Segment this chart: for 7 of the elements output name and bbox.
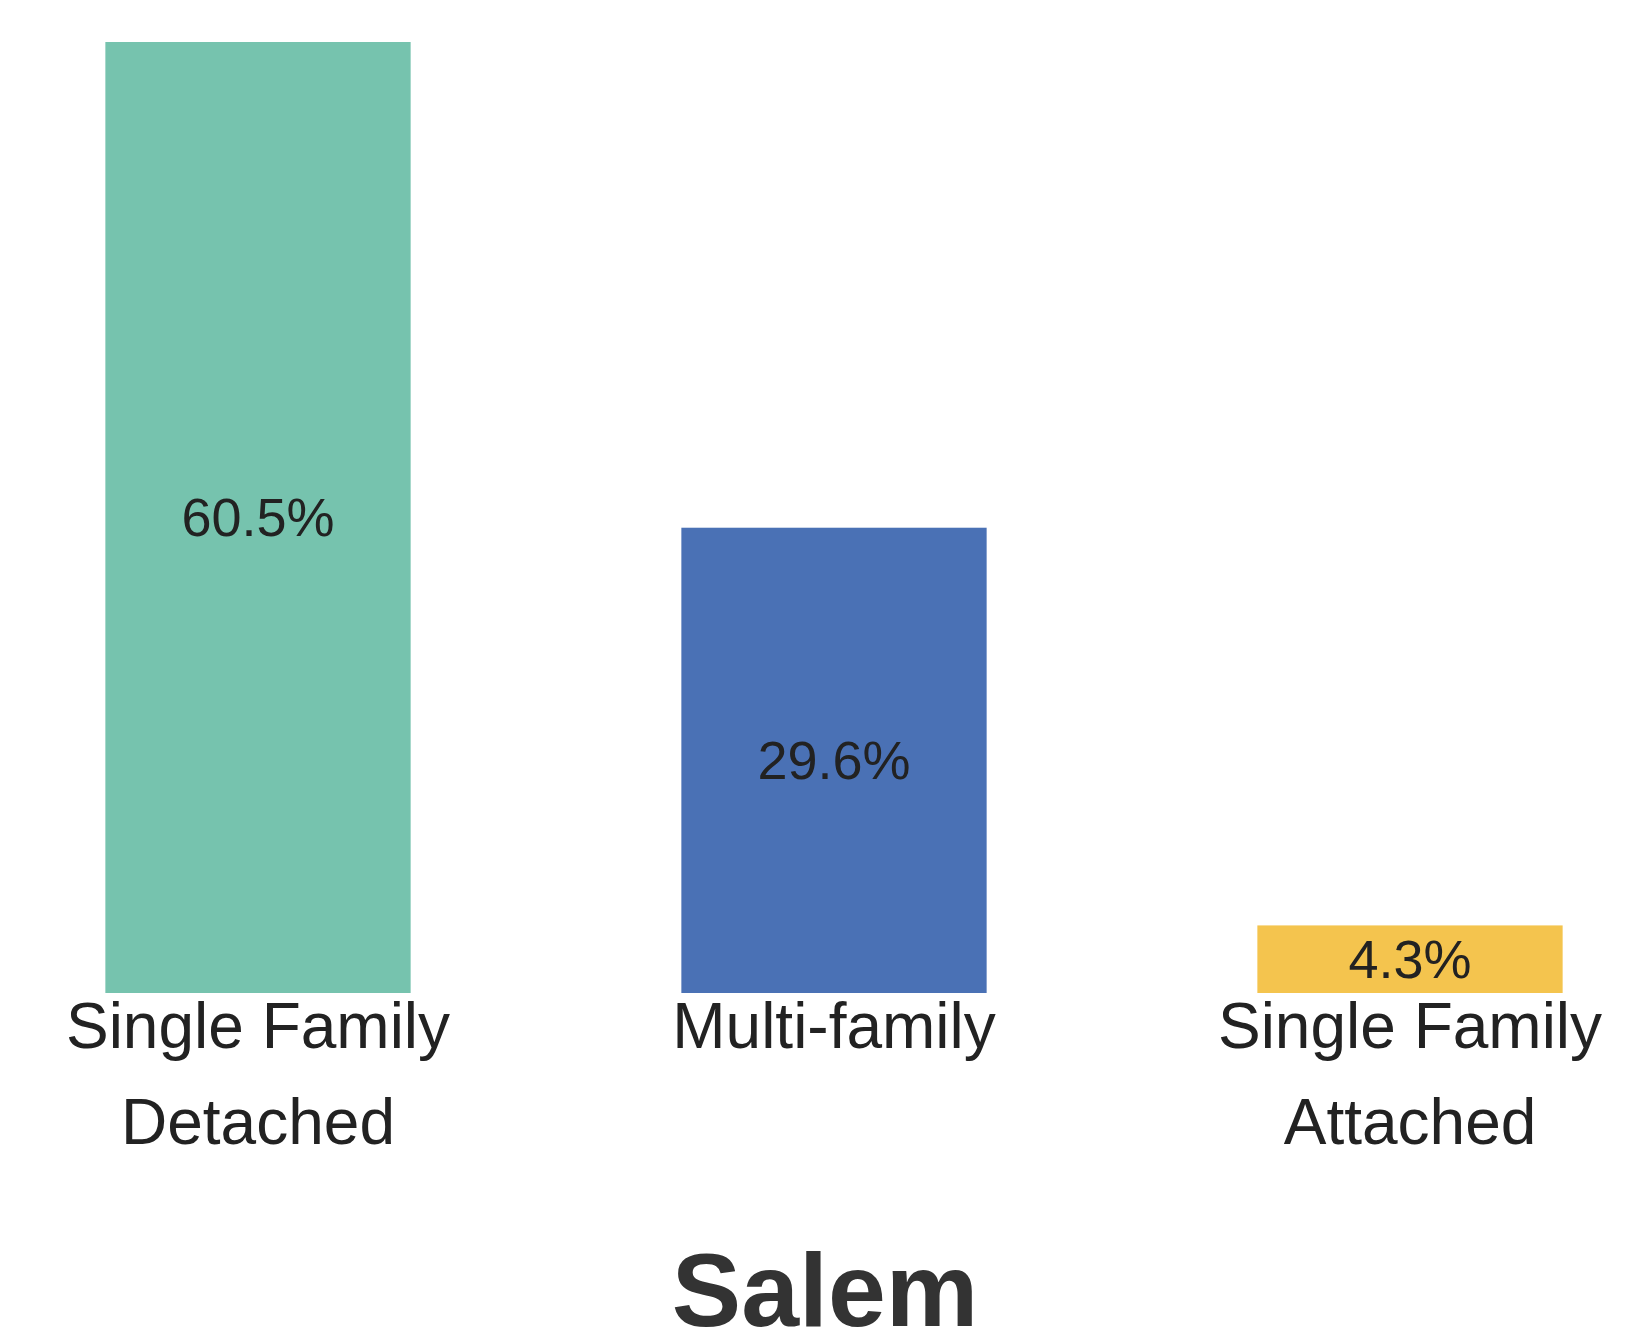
data-label: 29.6% bbox=[757, 730, 911, 791]
x-axis-title: Salem bbox=[671, 1232, 979, 1335]
data-label: 60.5% bbox=[181, 487, 335, 548]
data-label: 4.3% bbox=[1348, 929, 1472, 990]
x-tick-label: Single Family Attached bbox=[1217, 990, 1603, 1158]
x-tick-label: Multi-family bbox=[672, 990, 996, 1062]
x-tick-label: Single Family Detached bbox=[65, 990, 451, 1158]
